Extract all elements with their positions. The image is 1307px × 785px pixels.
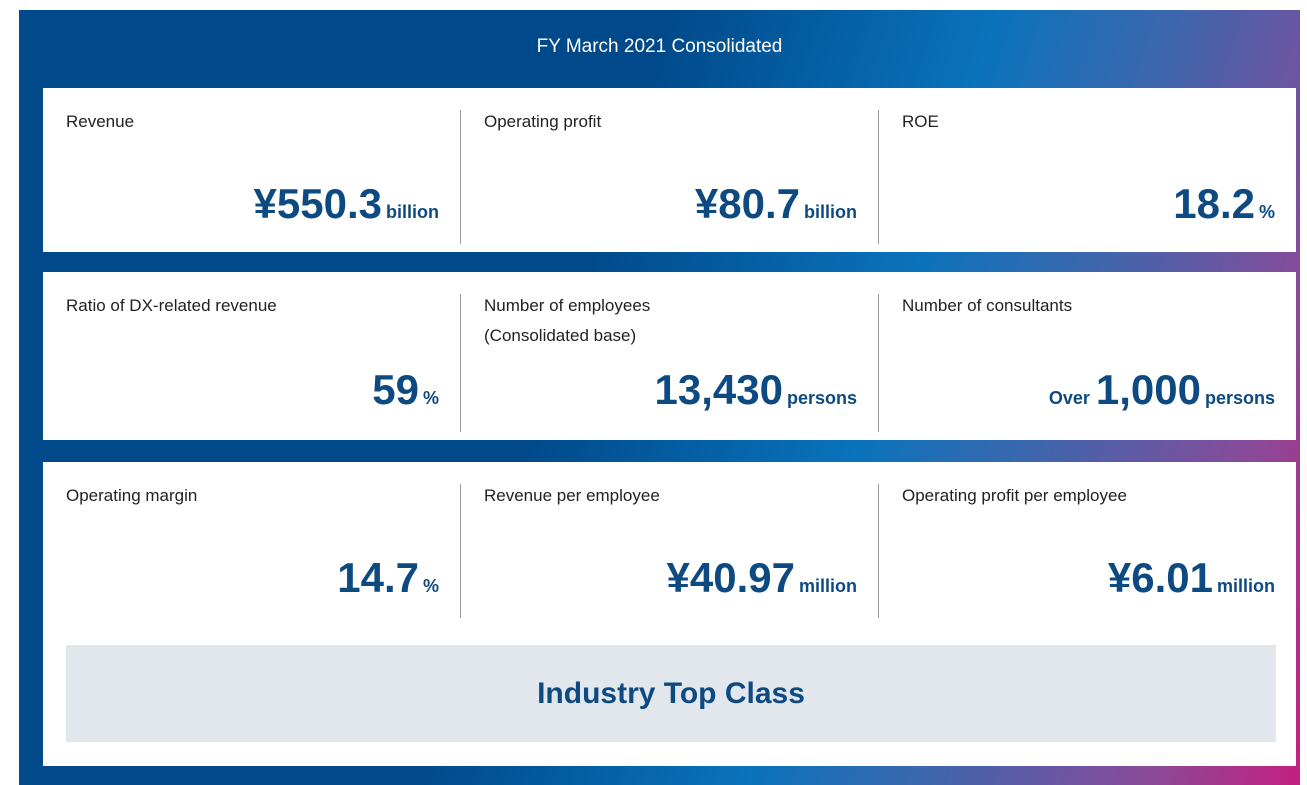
value-number: 14.7 (337, 554, 419, 601)
label-text: ROE (902, 112, 939, 131)
metric-value: Over 1,000 persons (1049, 366, 1275, 414)
metrics-row: Operating margin 14.7% Revenue per employe… (43, 462, 1296, 766)
metric-label: Revenue per employee (484, 481, 660, 511)
metric-cell: Operating profit ¥80.7 billion (461, 88, 879, 252)
label-text: Number of consultants (902, 296, 1073, 315)
metric-cell: Operating profit per employee ¥6.01 millio… (879, 462, 1297, 626)
value-prefix: Over (1048, 388, 1090, 408)
value-number: ¥550.3 (253, 180, 382, 227)
metric-cell: Revenue per employee ¥40.97 million (461, 462, 879, 626)
metric-cell: Number of consultants Over 1,000 persons (879, 272, 1297, 440)
value-unit: billion (386, 202, 439, 222)
value-unit: % (422, 576, 439, 596)
value-number: 13,430 (654, 366, 783, 413)
metric-value: 18.2% (1173, 180, 1275, 228)
metric-value: 13,430 persons (655, 366, 858, 414)
divider (878, 110, 879, 244)
divider (878, 484, 879, 618)
metric-value: 14.7% (337, 554, 439, 602)
banner: Industry Top Class (66, 645, 1276, 742)
metric-label: ROE (902, 107, 939, 137)
sublabel-text: (Consolidated base) (484, 326, 637, 345)
metric-value: ¥40.97 million (667, 554, 857, 602)
metric-label: Operating profit (484, 107, 601, 137)
divider (878, 294, 879, 432)
divider (460, 484, 461, 618)
metric-label: Revenue (66, 107, 134, 137)
label-text: Operating profit per employee (902, 486, 1127, 505)
label-text: Operating profit (484, 112, 602, 131)
metric-cell: Ratio of DX-related revenue 59% (43, 272, 461, 440)
title: FY March 2021 Consolidated (536, 36, 783, 57)
label-text: Ratio of DX-related revenue (66, 296, 277, 315)
metric-cell: ROE 18.2% (879, 88, 1297, 252)
panel: FY March 2021 Consolidated Revenue ¥550.3… (19, 10, 1300, 785)
value-unit: billion (804, 202, 857, 222)
value-unit: persons (786, 388, 857, 408)
metric-label: Number of employees (Consolidated base) (484, 291, 650, 351)
value-unit: million (1217, 576, 1275, 596)
metric-value: ¥80.7 billion (695, 180, 857, 228)
metric-value: 59% (372, 366, 439, 414)
value-number: 1,000 (1095, 366, 1201, 413)
metric-label: Operating margin (66, 481, 197, 511)
value-number: ¥80.7 (694, 180, 800, 227)
metric-value: ¥550.3 billion (254, 180, 439, 228)
label-text: Number of employees (484, 296, 651, 315)
value-number: ¥40.97 (666, 554, 795, 601)
label-text: Revenue (66, 112, 135, 131)
value-unit: million (799, 576, 857, 596)
value-number: ¥6.01 (1107, 554, 1213, 601)
metrics-row: Revenue ¥550.3 billion Operating profit ¥80.… (43, 88, 1296, 252)
value-number: 18.2 (1173, 180, 1255, 227)
value-number: 59 (372, 366, 419, 413)
metric-label: Operating profit per employee (902, 481, 1127, 511)
label-text: Revenue per employee (484, 486, 660, 505)
metric-label: Ratio of DX-related revenue (66, 291, 277, 321)
divider (460, 294, 461, 432)
divider (460, 110, 461, 244)
value-unit: % (422, 388, 439, 408)
label-text: Operating margin (66, 486, 198, 505)
metrics-row: Ratio of DX-related revenue 59% Number of … (43, 272, 1296, 440)
value-unit: persons (1204, 388, 1275, 408)
value-unit: % (1258, 202, 1275, 222)
metric-label: Number of consultants (902, 291, 1072, 321)
metric-cell: Operating margin 14.7% (43, 462, 461, 626)
metric-cell: Number of employees (Consolidated base) 13… (461, 272, 879, 440)
metric-cell: Revenue ¥550.3 billion (43, 88, 461, 252)
metric-value: ¥6.01 million (1108, 554, 1275, 602)
